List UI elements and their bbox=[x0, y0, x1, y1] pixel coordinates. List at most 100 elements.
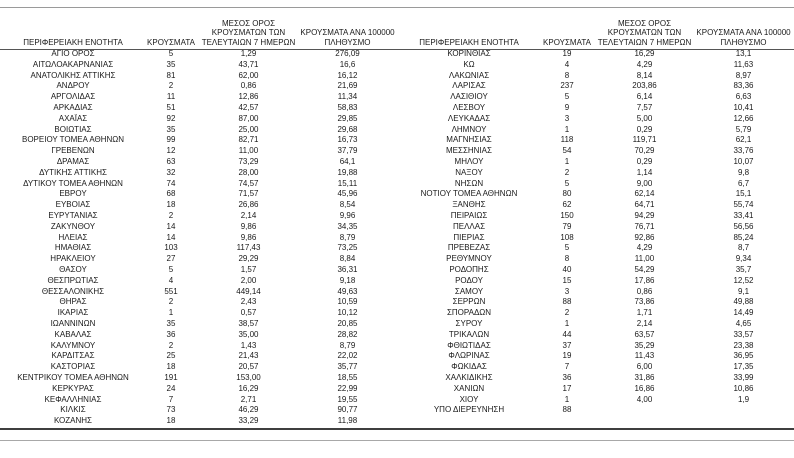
avg-7day-cell: 2,43 bbox=[240, 297, 257, 307]
cases-cell: 2 bbox=[168, 210, 174, 220]
region-cell: ΑΡΓΟΛΙΔΑΣ bbox=[50, 92, 96, 102]
region-cell: ΗΛΕΙΑΣ bbox=[58, 232, 88, 242]
per-100000-cell: 10,41 bbox=[733, 102, 754, 112]
per-100000-cell: 36,95 bbox=[733, 351, 754, 361]
cases-cell: 551 bbox=[164, 286, 178, 296]
avg-7day-cell: 92,86 bbox=[634, 232, 655, 242]
region-cell: ΜΑΓΝΗΣΙΑΣ bbox=[446, 135, 492, 145]
per-100000-cell: 36,31 bbox=[337, 264, 358, 274]
region-cell: ΡΕΘΥΜΝΟΥ bbox=[446, 254, 492, 264]
table-row: ΙΚΑΡΙΑΣ 1 0,57 10,12 bbox=[3, 308, 397, 319]
region-cell: ΛΑΚΩΝΙΑΣ bbox=[448, 70, 490, 80]
table-row: ΛΑΡΙΣΑΣ 237 203,86 83,36 bbox=[399, 81, 793, 92]
per-100000-cell: 9,1 bbox=[737, 286, 750, 296]
avg-7day-cell: 43,71 bbox=[238, 59, 259, 69]
region-cell: ΘΕΣΣΑΛΟΝΙΚΗΣ bbox=[41, 286, 105, 296]
header-cases: ΚΡΟΥΣΜΑΤΑ bbox=[543, 37, 591, 47]
cases-cell: 150 bbox=[560, 210, 574, 220]
region-cell: ΑΙΤΩΛΟΑΚΑΡΝΑΝΙΑΣ bbox=[32, 59, 114, 69]
avg-7day-cell: 70,29 bbox=[634, 146, 655, 156]
header-regional-unit: ΠΕΡΙΦΕΡΕΙΑΚΗ ΕΝΟΤΗΤΑ bbox=[23, 37, 123, 47]
avg-7day-cell: 87,00 bbox=[238, 113, 259, 123]
region-cell: ΜΕΣΣΗΝΙΑΣ bbox=[446, 146, 492, 156]
table-row: ΣΠΟΡΑΔΩΝ 2 1,71 14,49 bbox=[399, 308, 793, 319]
avg-7day-cell: 2,14 bbox=[636, 318, 653, 328]
per-100000-cell: 29,68 bbox=[337, 124, 358, 134]
region-cell: ΣΕΡΡΩΝ bbox=[452, 297, 486, 307]
avg-7day-cell: 64,71 bbox=[634, 200, 655, 210]
cases-cell: 108 bbox=[560, 232, 574, 242]
region-cell: ΠΡΕΒΕΖΑΣ bbox=[447, 243, 491, 253]
table-row: ΚΑΡΔΙΤΣΑΣ 25 21,43 22,02 bbox=[3, 351, 397, 362]
cases-cell: 191 bbox=[164, 372, 178, 382]
cases-cell: 1 bbox=[564, 318, 570, 328]
table-row: ΖΑΚΥΝΘΟΥ 14 9,86 34,35 bbox=[3, 222, 397, 233]
table-row: ΚΕΝΤΡΙΚΟΥ ΤΟΜΕΑ ΑΘΗΝΩΝ 191 153,00 18,55 bbox=[3, 373, 397, 384]
avg-7day-cell: 94,29 bbox=[634, 210, 655, 220]
per-100000-cell: 16,6 bbox=[339, 59, 356, 69]
region-cell: ΖΑΚΥΝΘΟΥ bbox=[50, 221, 96, 231]
avg-7day-cell: 73,29 bbox=[238, 156, 259, 166]
top-rule bbox=[0, 7, 794, 8]
table-row: ΑΓΙΟ ΟΡΟΣ 5 1,29 276,09 bbox=[3, 49, 397, 60]
avg-7day-cell: 4,29 bbox=[636, 59, 653, 69]
avg-7day-cell: 1,57 bbox=[240, 264, 257, 274]
cases-cell: 27 bbox=[166, 254, 176, 264]
region-cell: ΜΗΛΟΥ bbox=[454, 156, 484, 166]
bottom-rule-light bbox=[0, 440, 794, 441]
cases-cell: 15 bbox=[562, 275, 572, 285]
avg-7day-cell: 12,86 bbox=[238, 92, 259, 102]
cases-cell: 3 bbox=[564, 113, 570, 123]
cases-cell: 54 bbox=[562, 146, 572, 156]
per-100000-cell: 9,8 bbox=[737, 167, 750, 177]
cases-cell: 9 bbox=[564, 102, 570, 112]
region-cell: ΚΩ bbox=[463, 59, 475, 69]
cases-cell: 7 bbox=[168, 394, 174, 404]
table-row: ΛΗΜΝΟΥ 1 0,29 5,79 bbox=[399, 125, 793, 136]
region-cell: ΛΗΜΝΟΥ bbox=[451, 124, 487, 134]
per-100000-cell: 23,38 bbox=[733, 340, 754, 350]
avg-7day-cell: 2,71 bbox=[240, 394, 257, 404]
per-100000-cell: 16,12 bbox=[337, 70, 358, 80]
table-row: ΚΟΡΙΝΘΙΑΣ 19 16,29 13,1 bbox=[399, 49, 793, 60]
table-row: ΚΕΡΚΥΡΑΣ 24 16,29 22,99 bbox=[3, 384, 397, 395]
table-row: ΣΥΡΟΥ 1 2,14 4,65 bbox=[399, 319, 793, 330]
table-row: ΚΑΒΑΛΑΣ 36 35,00 28,82 bbox=[3, 330, 397, 341]
avg-7day-cell: 38,57 bbox=[238, 318, 259, 328]
per-100000-cell: 29,85 bbox=[337, 113, 358, 123]
region-cell: ΑΝΔΡΟΥ bbox=[56, 81, 90, 91]
table-body-right: ΚΟΡΙΝΘΙΑΣ 19 16,29 13,1 ΚΩ 4 4,29 11,63 ΛΑΚΩΝΙΑΣ… bbox=[399, 49, 793, 416]
avg-7day-cell: 2,14 bbox=[240, 210, 257, 220]
table-row: ΛΑΚΩΝΙΑΣ 8 8,14 8,97 bbox=[399, 71, 793, 82]
region-cell: ΛΑΡΙΣΑΣ bbox=[452, 81, 486, 91]
cases-cell: 19 bbox=[562, 49, 572, 58]
region-cell: ΚΟΖΑΝΗΣ bbox=[53, 416, 93, 426]
region-cell: ΑΡΚΑΔΙΑΣ bbox=[53, 102, 93, 112]
header-rule bbox=[0, 49, 794, 50]
avg-7day-cell: 28,00 bbox=[238, 167, 259, 177]
cases-cell: 237 bbox=[560, 81, 574, 91]
table-row: ΧΑΝΙΩΝ 17 16,86 10,86 bbox=[399, 384, 793, 395]
per-100000-cell: 10,59 bbox=[337, 297, 358, 307]
per-100000-cell: 8,79 bbox=[339, 340, 356, 350]
cases-cell: 1 bbox=[564, 394, 570, 404]
per-100000-cell: 56,56 bbox=[733, 221, 754, 231]
avg-7day-cell: 6,14 bbox=[636, 92, 653, 102]
avg-7day-cell: 8,14 bbox=[636, 70, 653, 80]
per-100000-cell: 34,35 bbox=[337, 221, 358, 231]
region-cell: ΥΠΟ ΔΙΕΡΕΥΝΗΣΗ bbox=[433, 405, 505, 415]
per-100000-cell: 16,73 bbox=[337, 135, 358, 145]
table-row: ΧΑΛΚΙΔΙΚΗΣ 36 31,86 33,99 bbox=[399, 373, 793, 384]
per-100000-cell: 33,76 bbox=[733, 146, 754, 156]
per-100000-cell: 11,63 bbox=[733, 59, 754, 69]
region-cell: ΦΛΩΡΙΝΑΣ bbox=[448, 351, 490, 361]
cases-cell: 5 bbox=[564, 243, 570, 253]
per-100000-cell: 37,79 bbox=[337, 146, 358, 156]
per-100000-cell: 9,34 bbox=[735, 254, 752, 264]
per-100000-cell: 49,63 bbox=[337, 286, 358, 296]
avg-7day-cell: 73,86 bbox=[634, 297, 655, 307]
table-row: ΒΟΙΩΤΙΑΣ 35 25,00 29,68 bbox=[3, 125, 397, 136]
region-cell: ΝΑΞΟΥ bbox=[455, 167, 483, 177]
avg-7day-cell: 11,00 bbox=[634, 254, 655, 264]
